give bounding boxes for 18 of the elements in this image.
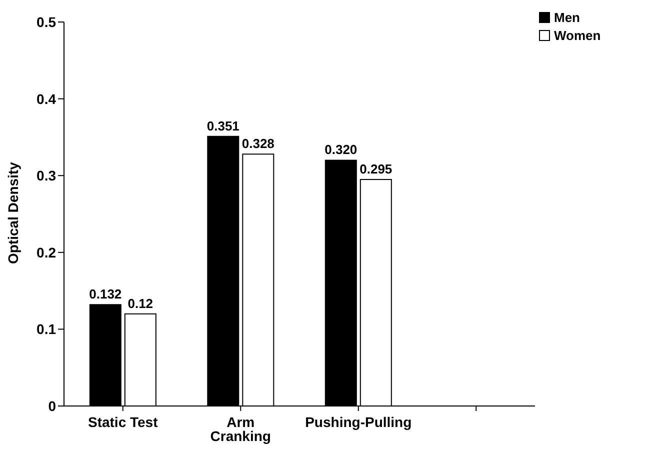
data-label: 0.320 bbox=[324, 142, 358, 158]
y-tick-label: 0.5 bbox=[36, 14, 56, 30]
y-tick-label: 0.1 bbox=[36, 321, 56, 338]
x-tick-label: Static Test bbox=[88, 414, 158, 430]
legend-label: Men bbox=[554, 10, 580, 25]
y-tick-label: 0.2 bbox=[36, 244, 56, 260]
x-tick-label: Arm Cranking bbox=[210, 414, 271, 444]
y-tick-label: 0.3 bbox=[36, 168, 56, 184]
data-label: 0.295 bbox=[360, 161, 392, 176]
data-label: 0.351 bbox=[206, 118, 240, 134]
y-axis-title: Optical Density bbox=[4, 162, 21, 264]
x-tick-label: Pushing-Pulling bbox=[305, 414, 412, 430]
y-tick-label: 0 bbox=[48, 398, 56, 414]
legend-label: Women bbox=[554, 28, 601, 43]
data-label: 0.328 bbox=[242, 136, 274, 152]
y-tick-label: 0.4 bbox=[36, 90, 56, 107]
data-label: 0.132 bbox=[89, 286, 122, 302]
data-label: 0.12 bbox=[128, 296, 154, 311]
